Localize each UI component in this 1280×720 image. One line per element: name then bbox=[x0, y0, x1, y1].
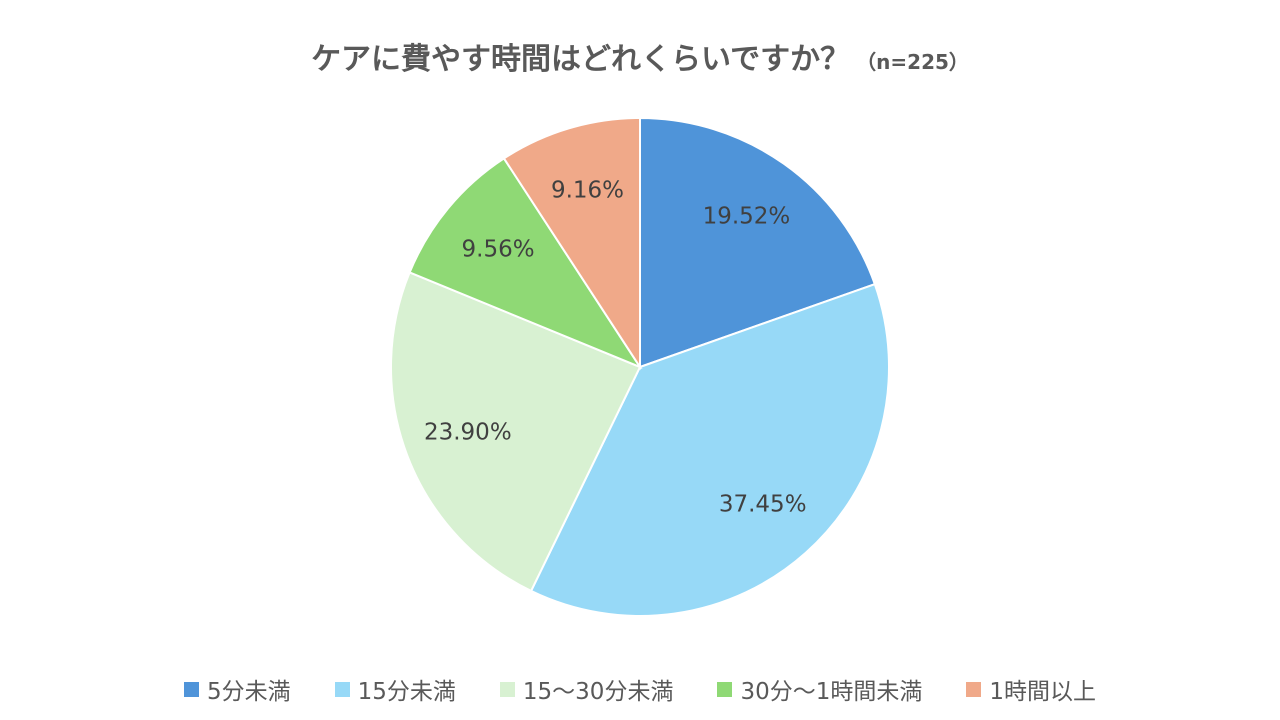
chart-subtitle: （n=225） bbox=[856, 50, 969, 74]
chart-title-main: ケアに費やす時間はどれくらいですか？ bbox=[311, 42, 851, 77]
legend-label: 30分～1時間未満 bbox=[740, 679, 923, 705]
legend-label: 1時間以上 bbox=[989, 679, 1096, 705]
pie-slice bbox=[390, 271, 642, 593]
legend-label: 15分未満 bbox=[357, 679, 456, 705]
legend-item: 30分～1時間未満 bbox=[717, 672, 922, 706]
legend-label: 5分未満 bbox=[206, 679, 291, 705]
pie-slice bbox=[408, 157, 643, 370]
legend-swatch bbox=[183, 681, 199, 697]
legend-item: 15分未満 bbox=[334, 672, 456, 706]
slice-value-label: 9.16% bbox=[551, 177, 624, 203]
legend-item: 15～30分未満 bbox=[499, 672, 674, 706]
pie-slice bbox=[529, 282, 890, 617]
legend-swatch bbox=[334, 681, 350, 697]
slice-value-label: 19.52% bbox=[703, 204, 791, 230]
slice-value-label: 9.56% bbox=[462, 237, 535, 263]
slice-value-label: 23.90% bbox=[424, 420, 512, 446]
legend-swatch bbox=[966, 681, 982, 697]
legend-label: 15～30分未満 bbox=[522, 679, 674, 705]
pie-slice bbox=[502, 116, 641, 371]
legend-swatch bbox=[717, 681, 733, 697]
chart-title: ケアに費やす時間はどれくらいですか？ （n=225） bbox=[0, 34, 1280, 78]
legend-item: 1時間以上 bbox=[966, 672, 1096, 706]
legend-item: 5分未満 bbox=[183, 672, 291, 706]
legend: 5分未満 15分未満 15～30分未満 30分～1時間未満 1時間以上 bbox=[0, 672, 1280, 706]
legend-swatch bbox=[499, 681, 515, 697]
slice-value-label: 37.45% bbox=[719, 491, 807, 517]
